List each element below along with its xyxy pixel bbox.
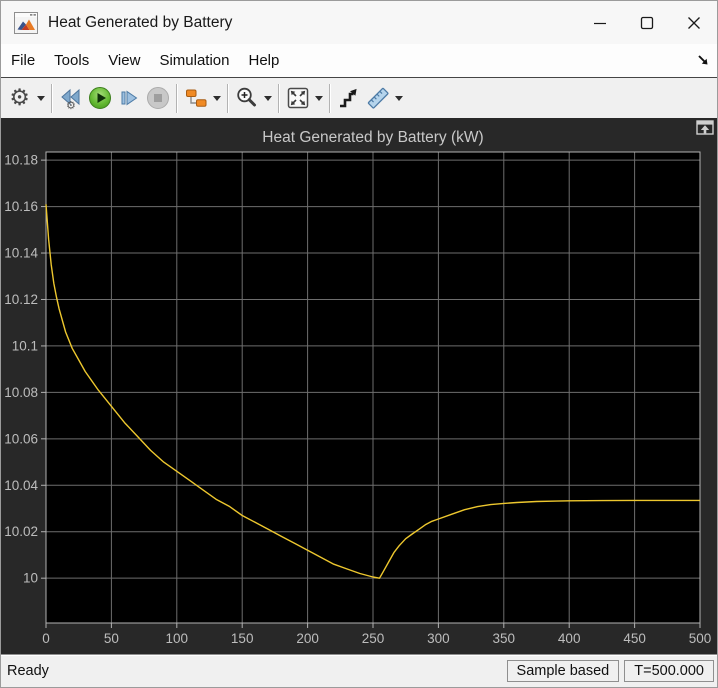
titlebar[interactable]: Heat Generated by Battery xyxy=(1,1,717,44)
svg-text:100: 100 xyxy=(166,631,189,646)
simulink-hierarchy-button[interactable] xyxy=(181,83,210,113)
svg-text:10.08: 10.08 xyxy=(4,385,38,400)
step-back-icon: ⚙ xyxy=(60,88,79,111)
hierarchy-dropdown-caret[interactable] xyxy=(210,83,223,113)
toolbar-separator xyxy=(329,83,330,113)
fit-to-view-button[interactable] xyxy=(283,83,312,113)
step-back-button[interactable]: ⚙ xyxy=(56,83,85,113)
svg-text:Heat Generated by Battery (kW): Heat Generated by Battery (kW) xyxy=(262,129,483,146)
minimize-icon xyxy=(593,22,606,24)
menu-file[interactable]: File xyxy=(11,52,36,69)
fit-to-view-icon xyxy=(287,87,308,109)
svg-text:450: 450 xyxy=(623,631,646,646)
close-icon xyxy=(687,16,700,29)
window-title: Heat Generated by Battery xyxy=(48,13,233,31)
svg-text:400: 400 xyxy=(558,631,581,646)
menu-tools[interactable]: Tools xyxy=(54,52,90,69)
menu-help[interactable]: Help xyxy=(248,52,280,69)
toolbar: ⚙ ⚙ xyxy=(1,78,717,118)
toolbar-separator xyxy=(227,83,228,113)
step-forward-icon xyxy=(121,90,137,106)
run-button[interactable] xyxy=(85,83,114,113)
stop-button xyxy=(143,83,172,113)
configuration-gear-button[interactable]: ⚙ xyxy=(5,83,34,113)
svg-text:10.12: 10.12 xyxy=(4,292,38,307)
menu-view[interactable]: View xyxy=(108,52,141,69)
signal-stairs-icon xyxy=(339,88,357,108)
run-icon xyxy=(88,87,111,109)
sim-time-panel: T=500.000 xyxy=(624,660,714,682)
sample-mode-panel: Sample based xyxy=(506,660,620,682)
undock-arrow-icon[interactable] xyxy=(696,53,710,71)
toolbar-separator xyxy=(176,83,177,113)
svg-text:350: 350 xyxy=(493,631,516,646)
svg-text:10.16: 10.16 xyxy=(4,199,38,214)
maximize-button[interactable] xyxy=(623,1,670,44)
svg-text:10.06: 10.06 xyxy=(4,431,38,446)
svg-text:10.18: 10.18 xyxy=(4,153,38,168)
statusbar: Ready Sample based T=500.000 xyxy=(1,654,717,687)
measurements-ruler-icon xyxy=(367,87,388,109)
maximize-icon xyxy=(640,16,653,29)
signal-stairs-button[interactable] xyxy=(334,83,363,113)
stop-icon xyxy=(146,87,169,109)
status-message: Ready xyxy=(7,663,49,679)
svg-text:500: 500 xyxy=(689,631,712,646)
configuration-dropdown-caret[interactable] xyxy=(34,83,47,113)
svg-text:0: 0 xyxy=(42,631,50,646)
svg-text:150: 150 xyxy=(231,631,254,646)
ruler-dropdown-caret[interactable] xyxy=(392,83,405,113)
step-forward-button[interactable] xyxy=(114,83,143,113)
measurements-ruler-button[interactable] xyxy=(363,83,392,113)
scope-plot[interactable]: 0 50 100 150 200 250 300 350 400 450 500 10 10.02 10.… xyxy=(1,118,717,654)
dock-window-icon[interactable] xyxy=(696,120,714,140)
zoom-dropdown-caret[interactable] xyxy=(261,83,274,113)
svg-text:10.04: 10.04 xyxy=(4,478,38,493)
svg-text:10.14: 10.14 xyxy=(4,246,38,261)
fit-dropdown-caret[interactable] xyxy=(312,83,325,113)
svg-text:10.1: 10.1 xyxy=(12,338,38,353)
scope-canvas[interactable]: 0 50 100 150 200 250 300 350 400 450 500 10 10.02 10.… xyxy=(1,118,717,654)
zoom-in-icon xyxy=(236,87,256,107)
svg-text:200: 200 xyxy=(296,631,319,646)
svg-text:50: 50 xyxy=(104,631,119,646)
zoom-in-button[interactable] xyxy=(232,83,261,113)
minimize-button[interactable] xyxy=(576,1,623,44)
svg-text:250: 250 xyxy=(362,631,385,646)
gear-icon: ⚙ xyxy=(9,84,30,111)
toolbar-separator xyxy=(278,83,279,113)
menu-simulation[interactable]: Simulation xyxy=(159,52,230,69)
close-button[interactable] xyxy=(670,1,717,44)
simulink-hierarchy-icon xyxy=(185,89,206,107)
menubar: File Tools View Simulation Help xyxy=(1,44,717,78)
matlab-scope-icon xyxy=(14,11,38,34)
svg-text:300: 300 xyxy=(427,631,450,646)
svg-text:10: 10 xyxy=(23,571,38,586)
toolbar-separator xyxy=(51,83,52,113)
svg-text:⚙: ⚙ xyxy=(66,99,76,111)
svg-text:10.02: 10.02 xyxy=(4,524,38,539)
